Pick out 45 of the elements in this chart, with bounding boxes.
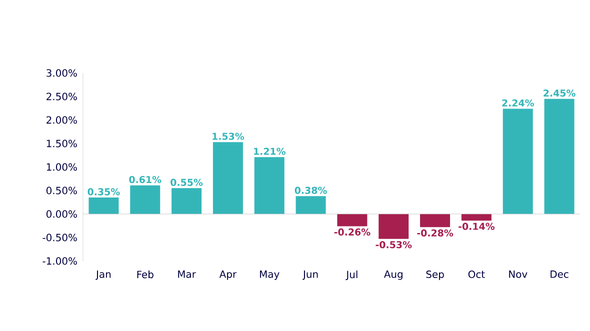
y-tick-label: 3.00%: [46, 69, 77, 77]
data-label: -0.28%: [417, 229, 454, 237]
y-tick-label: -0.50%: [42, 234, 77, 242]
y-tick-label: 0.00%: [46, 210, 77, 218]
bar: [172, 188, 202, 214]
x-tick-label: Jan: [96, 270, 111, 280]
x-tick-label: Feb: [137, 270, 154, 278]
bar: [254, 157, 284, 214]
bar: [420, 214, 450, 228]
x-tick-label: Aug: [384, 270, 402, 280]
y-tick-label: 1.00%: [46, 163, 77, 171]
bar: [130, 185, 160, 214]
x-tick-label: Jul: [346, 270, 358, 280]
x-tick-label: Sep: [426, 270, 444, 280]
data-label: 0.38%: [294, 186, 327, 194]
data-label: 0.35%: [88, 188, 120, 196]
data-label: 2.45%: [544, 89, 576, 97]
data-label: 2.24%: [502, 99, 534, 107]
bar: [544, 98, 574, 214]
x-tick-label: May: [260, 270, 280, 280]
bar: [337, 214, 368, 226]
y-tick-label: 2.00%: [46, 116, 77, 124]
y-tick-label: 2.50%: [46, 92, 77, 100]
y-tick-label: 1.50%: [46, 140, 77, 148]
data-label: -0.14%: [458, 222, 495, 230]
bar: [212, 142, 243, 214]
x-tick-label: Apr: [219, 270, 237, 280]
data-label: 0.61%: [129, 176, 162, 184]
bar: [378, 214, 409, 239]
data-label: 1.21%: [254, 148, 286, 155]
x-tick-label: Jun: [302, 270, 318, 280]
bar: [461, 214, 492, 221]
bar: [502, 108, 533, 214]
data-label: 1.53%: [212, 132, 244, 140]
bar: [296, 196, 326, 214]
x-tick-label: Mar: [178, 270, 196, 278]
x-tick-label: Nov: [509, 270, 528, 278]
y-tick-label: 0.50%: [46, 186, 77, 194]
y-tick-label: -1.00%: [42, 257, 77, 265]
data-label: 0.55%: [170, 178, 203, 186]
data-label: -0.26%: [334, 228, 370, 236]
x-tick-label: Dec: [550, 270, 568, 278]
bar: [88, 198, 119, 214]
data-label: -0.53%: [376, 241, 412, 248]
x-tick-label: Oct: [468, 270, 485, 278]
